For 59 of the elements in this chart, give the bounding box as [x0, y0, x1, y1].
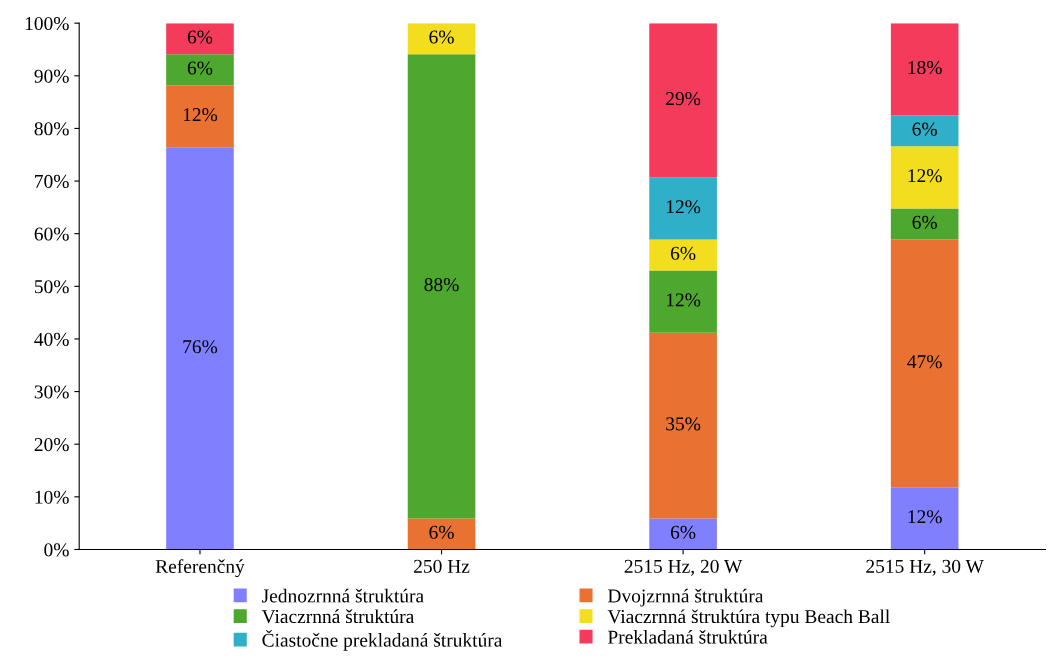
data-label: 76%: [183, 340, 218, 354]
data-label: 47%: [907, 355, 942, 369]
y-tick-label: 70%: [35, 174, 69, 189]
y-tick-label: 100%: [25, 16, 69, 31]
y-tick-label: 0%: [44, 543, 69, 557]
bar: [166, 147, 234, 550]
data-label: 6%: [670, 246, 696, 260]
legend-label: Dvojzrnná štruktúra: [607, 588, 764, 607]
bar: [890, 115, 959, 147]
bar: [407, 54, 476, 519]
data-label: 29%: [666, 92, 701, 106]
bar: [407, 518, 476, 550]
data-label: 12%: [183, 108, 218, 122]
bar: [166, 23, 234, 55]
bar: [649, 23, 717, 178]
data-label: 6%: [187, 30, 213, 44]
y-tick-label: 40%: [34, 332, 69, 346]
data-label: 6%: [187, 61, 213, 75]
x-tick-label: 2515 Hz, 30 W: [866, 559, 984, 576]
data-label: 12%: [666, 293, 701, 307]
bar: [407, 23, 476, 55]
x-tick-label: 250 Hz: [414, 559, 470, 573]
legend-label: Jednozrnná štruktúra: [262, 588, 424, 603]
data-label: 6%: [912, 215, 937, 229]
data-label: 6%: [429, 30, 454, 44]
bar: [649, 177, 717, 240]
bar: [649, 518, 717, 550]
legend-label: Viaczrnná štruktúra: [261, 609, 415, 624]
data-label: 12%: [666, 200, 701, 214]
data-label: 12%: [908, 510, 942, 524]
bar: [649, 270, 717, 333]
bar: [649, 239, 717, 271]
data-label: 35%: [666, 417, 701, 431]
y-tick-label: 30%: [34, 385, 69, 399]
bar: [166, 54, 234, 86]
y-tick-label: 50%: [34, 280, 69, 294]
bar: [890, 487, 959, 550]
bar: [166, 85, 234, 148]
bar: [649, 332, 717, 519]
bar: [890, 239, 959, 488]
data-label: 18%: [908, 60, 942, 75]
data-label: 6%: [670, 525, 696, 539]
bar: [890, 23, 959, 116]
legend-label: Čiastočne prekladaná štruktúra: [262, 629, 503, 651]
bar: [890, 146, 959, 209]
x-tick-label: 2515 Hz, 20 W: [624, 559, 743, 576]
data-label: 6%: [912, 122, 937, 136]
data-label: 6%: [429, 525, 454, 539]
y-tick-label: 60%: [34, 227, 69, 241]
data-label: 12%: [908, 169, 942, 183]
y-tick-label: 10%: [35, 490, 69, 504]
y-tick-label: 90%: [34, 69, 69, 83]
y-tick-label: 80%: [34, 122, 69, 136]
legend-label: Viaczrnná štruktúra typu Beach Ball: [607, 609, 890, 628]
legend-label: Prekladaná štruktúra: [607, 630, 768, 644]
data-label: 88%: [424, 278, 459, 292]
bar: [890, 208, 959, 240]
y-tick-label: 20%: [34, 438, 69, 452]
x-tick-label: Referenčný: [155, 559, 245, 578]
